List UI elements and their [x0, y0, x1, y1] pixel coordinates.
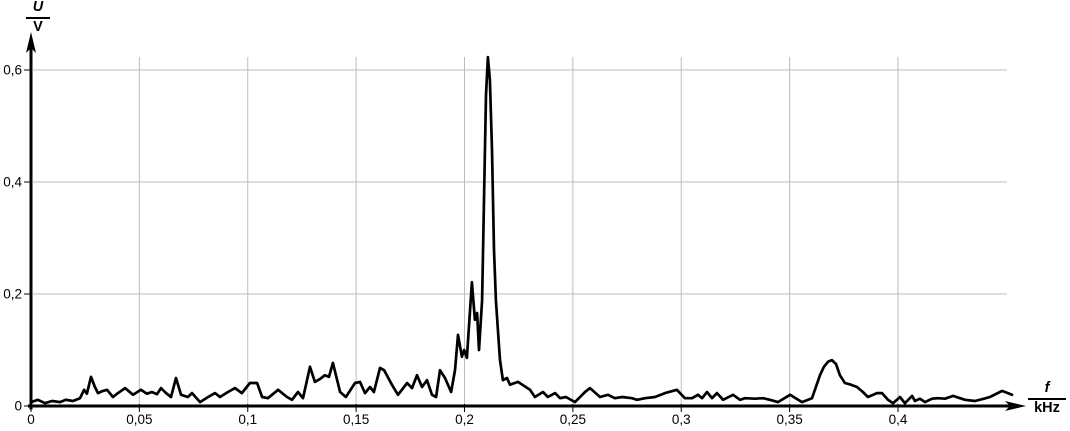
x-axis-unit-label: f kHz — [1028, 380, 1066, 416]
x-axis-quantity-symbol: f — [1028, 380, 1066, 400]
x-axis-unit: kHz — [1034, 399, 1060, 416]
x-axis-arrow-icon — [1005, 401, 1026, 411]
y-tick-label: 0 — [14, 399, 22, 414]
x-tick-label: 0,4 — [889, 412, 908, 427]
x-tick-label: 0 — [27, 412, 35, 427]
x-tick-label: 0,25 — [560, 412, 586, 427]
y-axis-unit: V — [33, 18, 43, 35]
x-tick-label: 0,2 — [455, 412, 474, 427]
x-tick-label: 0,35 — [776, 412, 802, 427]
y-tick-label: 0,4 — [3, 175, 22, 190]
x-tick-label: 0,1 — [238, 412, 257, 427]
x-tick-label: 0,3 — [672, 412, 691, 427]
x-tick-label: 0,15 — [343, 412, 369, 427]
y-axis-quantity-symbol: U — [26, 0, 50, 19]
spectrum-curve — [29, 55, 1014, 405]
x-tick-label: 0,05 — [126, 412, 152, 427]
y-axis-unit-label: U V — [26, 0, 50, 35]
y-axis-arrow-icon — [26, 32, 36, 53]
y-tick-label: 0,2 — [3, 287, 22, 302]
y-tick-label: 0,6 — [3, 63, 22, 78]
